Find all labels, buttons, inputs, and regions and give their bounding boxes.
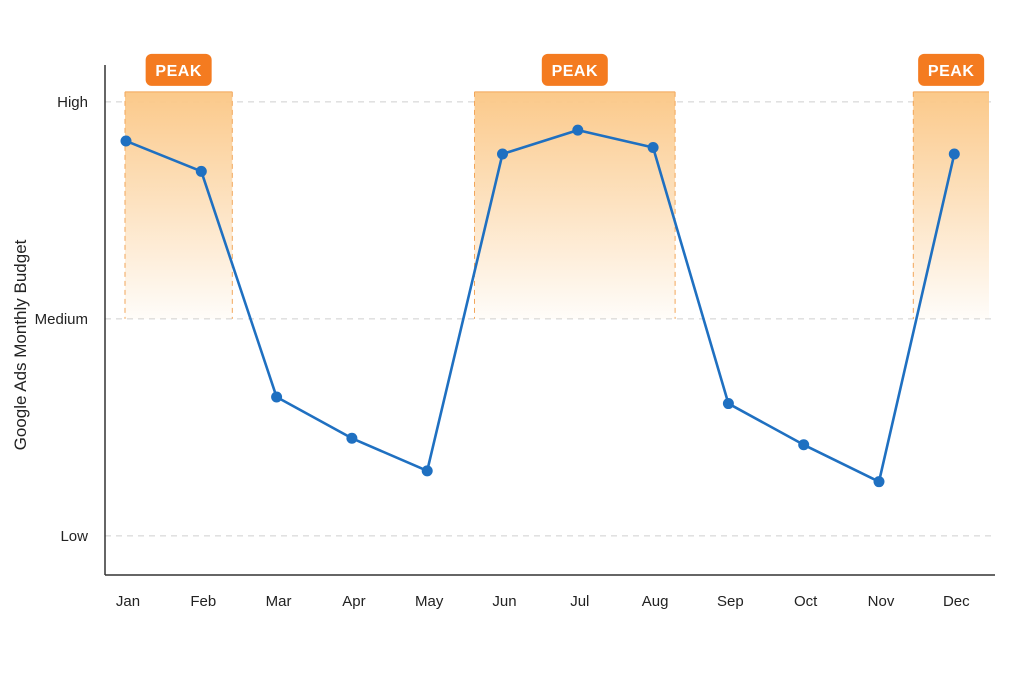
y-tick-label-low: Low xyxy=(60,528,88,545)
peak-badge-3 xyxy=(918,53,985,86)
series-line xyxy=(124,128,956,483)
data-point-sep xyxy=(722,398,734,410)
data-point-may xyxy=(421,465,433,477)
x-tick-label-feb: Feb xyxy=(190,593,216,610)
data-point-apr xyxy=(346,432,358,444)
data-point-aug xyxy=(647,141,659,153)
peak-badge-2 xyxy=(541,53,608,86)
data-point-jun xyxy=(497,148,508,160)
x-tick-label-dec: Dec xyxy=(943,593,970,610)
data-point-oct xyxy=(798,439,810,451)
x-tick-label-jun: Jun xyxy=(492,593,516,610)
peak-badge-label-2: PEAK xyxy=(552,63,598,80)
labels-layer: Low Medium High PEAK PEAK PEAK Jan Feb Mar Apr May… xyxy=(11,53,985,610)
x-tick-label-oct: Oct xyxy=(794,593,818,610)
x-tick-label-jul: Jul xyxy=(570,593,589,610)
x-tick-label-sep: Sep xyxy=(717,593,744,610)
data-point-dec xyxy=(948,148,960,160)
peak-bands-layer xyxy=(124,91,989,319)
x-tick-label-aug: Aug xyxy=(642,593,669,610)
data-point-mar xyxy=(271,391,283,403)
y-tick-label-medium: Medium xyxy=(35,311,88,328)
peak-badge-1 xyxy=(145,53,212,86)
data-point-jul xyxy=(572,124,584,136)
y-axis-title: Google Ads Monthly Budget xyxy=(11,239,30,450)
axes-layer xyxy=(104,65,995,576)
data-point-jan xyxy=(120,135,132,147)
x-tick-label-may: May xyxy=(415,593,444,610)
x-tick-label-nov: Nov xyxy=(868,593,895,610)
peak-band-1 xyxy=(125,91,233,319)
series-layer xyxy=(120,124,960,488)
x-tick-label-mar: Mar xyxy=(266,593,292,610)
peak-badge-label-1: PEAK xyxy=(155,63,201,80)
data-point-feb xyxy=(195,165,207,177)
x-tick-label-apr: Apr xyxy=(342,593,365,610)
data-point-nov xyxy=(873,476,885,488)
peak-badge-label-3: PEAK xyxy=(928,63,974,80)
x-tick-label-jan: Jan xyxy=(116,593,140,610)
y-tick-label-high: High xyxy=(57,94,88,111)
